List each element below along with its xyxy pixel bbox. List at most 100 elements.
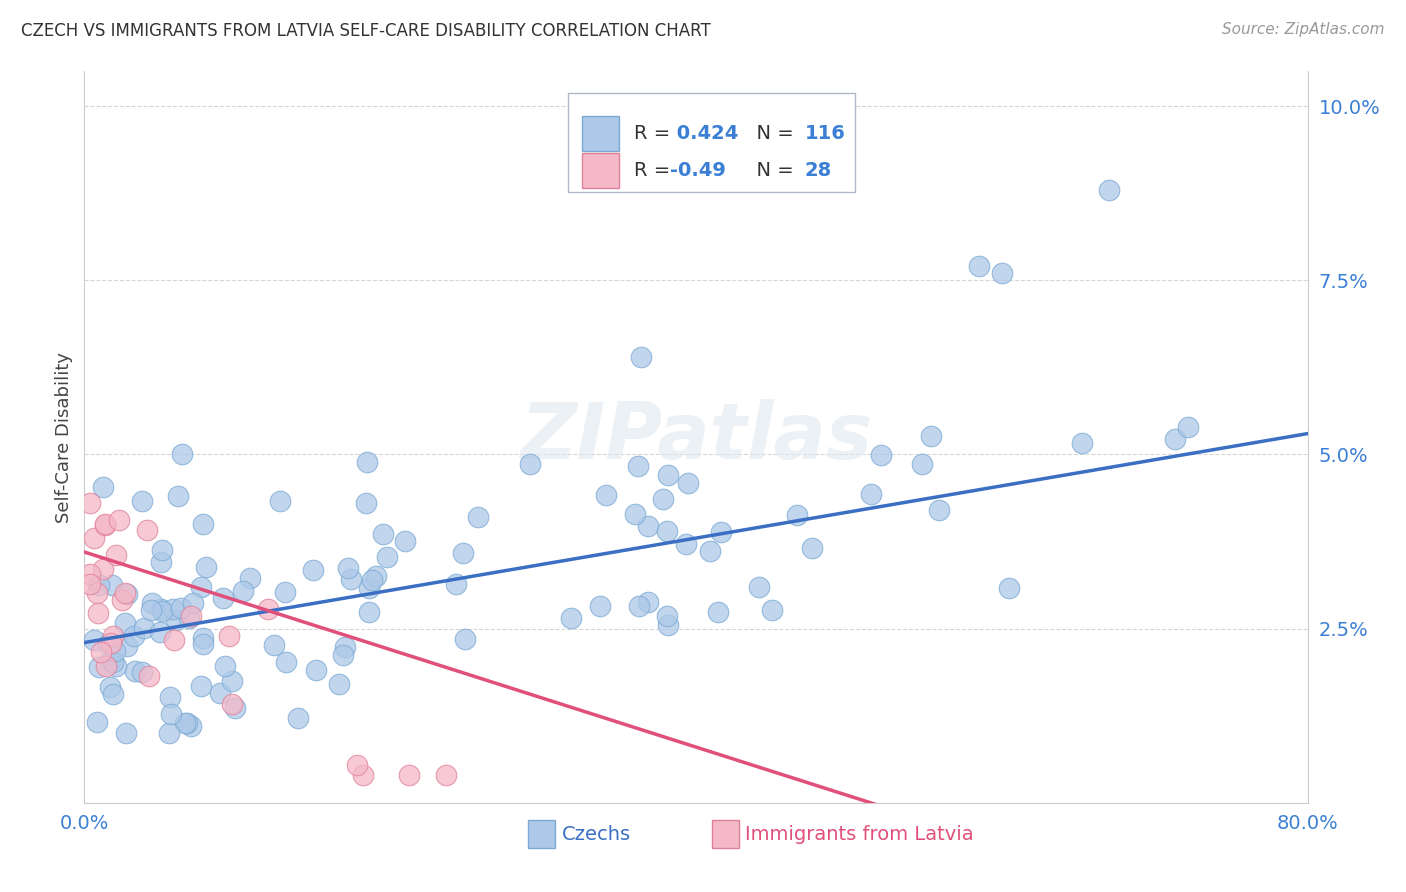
Point [131, 494, 153, 508]
Point [239, 570, 262, 584]
Point [800, 541, 823, 555]
Point [157, 726, 180, 740]
Point [101, 655, 124, 669]
Point [165, 613, 187, 627]
Point [624, 508, 647, 522]
Point [79, 496, 101, 510]
Point [209, 686, 232, 700]
Point [163, 632, 186, 647]
Point [149, 624, 172, 639]
Point [212, 591, 235, 605]
Point [786, 508, 808, 523]
Point [588, 599, 610, 613]
Point [361, 573, 384, 587]
Point [100, 636, 122, 650]
Point [124, 664, 146, 678]
Point [637, 595, 659, 609]
Text: N =: N = [744, 124, 800, 143]
Point [136, 523, 159, 537]
Point [748, 580, 770, 594]
Point [269, 493, 291, 508]
Point [83, 531, 105, 545]
Point [176, 716, 198, 731]
Point [108, 513, 131, 527]
Point [256, 601, 278, 615]
Point [676, 476, 699, 491]
Point [928, 503, 950, 517]
Y-axis label: Self-Care Disability: Self-Care Disability [55, 351, 73, 523]
Point [218, 629, 240, 643]
Point [104, 549, 127, 563]
Point [79, 567, 101, 582]
Point [446, 576, 468, 591]
Point [150, 542, 173, 557]
Point [332, 648, 354, 662]
Point [114, 586, 136, 600]
Point [190, 580, 212, 594]
Point [150, 604, 173, 618]
Point [98, 654, 121, 668]
Point [160, 706, 183, 721]
Point [333, 640, 356, 655]
Point [105, 659, 128, 673]
Point [194, 560, 217, 574]
Point [138, 669, 160, 683]
Point [359, 582, 381, 596]
Point [991, 266, 1014, 280]
Point [366, 569, 388, 583]
Text: -0.49: -0.49 [671, 161, 725, 179]
Point [149, 601, 172, 615]
Point [1098, 183, 1121, 197]
Point [675, 536, 697, 550]
Point [86, 586, 108, 600]
Point [149, 555, 172, 569]
Point [451, 546, 474, 560]
Point [657, 467, 679, 482]
FancyBboxPatch shape [582, 116, 619, 151]
Point [83, 633, 105, 648]
Point [967, 260, 990, 274]
Point [655, 524, 678, 538]
Point [657, 617, 679, 632]
Point [159, 690, 181, 704]
Point [104, 643, 127, 657]
Point [180, 719, 202, 733]
Point [287, 710, 309, 724]
Point [637, 518, 659, 533]
Point [180, 609, 202, 624]
Point [94, 517, 117, 532]
Point [910, 457, 932, 471]
Point [373, 527, 395, 541]
Point [630, 350, 652, 364]
Point [115, 587, 138, 601]
Point [97, 637, 120, 651]
Point [131, 665, 153, 679]
Point [191, 517, 214, 532]
Point [467, 510, 489, 524]
Text: CZECH VS IMMIGRANTS FROM LATVIA SELF-CARE DISABILITY CORRELATION CHART: CZECH VS IMMIGRANTS FROM LATVIA SELF-CAR… [21, 22, 711, 40]
Point [627, 599, 650, 613]
Point [301, 563, 323, 577]
Point [90, 645, 112, 659]
Point [276, 655, 298, 669]
Point [100, 578, 122, 592]
Point [170, 447, 193, 461]
Point [346, 757, 368, 772]
Point [357, 605, 380, 619]
Point [352, 768, 374, 782]
Point [454, 632, 477, 646]
Point [115, 640, 138, 654]
FancyBboxPatch shape [582, 153, 619, 187]
Point [122, 629, 145, 643]
Point [394, 534, 416, 549]
Point [707, 606, 730, 620]
Point [354, 496, 377, 510]
Point [1070, 436, 1092, 450]
Point [86, 606, 108, 620]
Point [98, 680, 121, 694]
Point [177, 610, 200, 624]
Point [114, 616, 136, 631]
Point [193, 632, 215, 646]
Point [859, 487, 882, 501]
Text: Czechs: Czechs [561, 825, 630, 845]
